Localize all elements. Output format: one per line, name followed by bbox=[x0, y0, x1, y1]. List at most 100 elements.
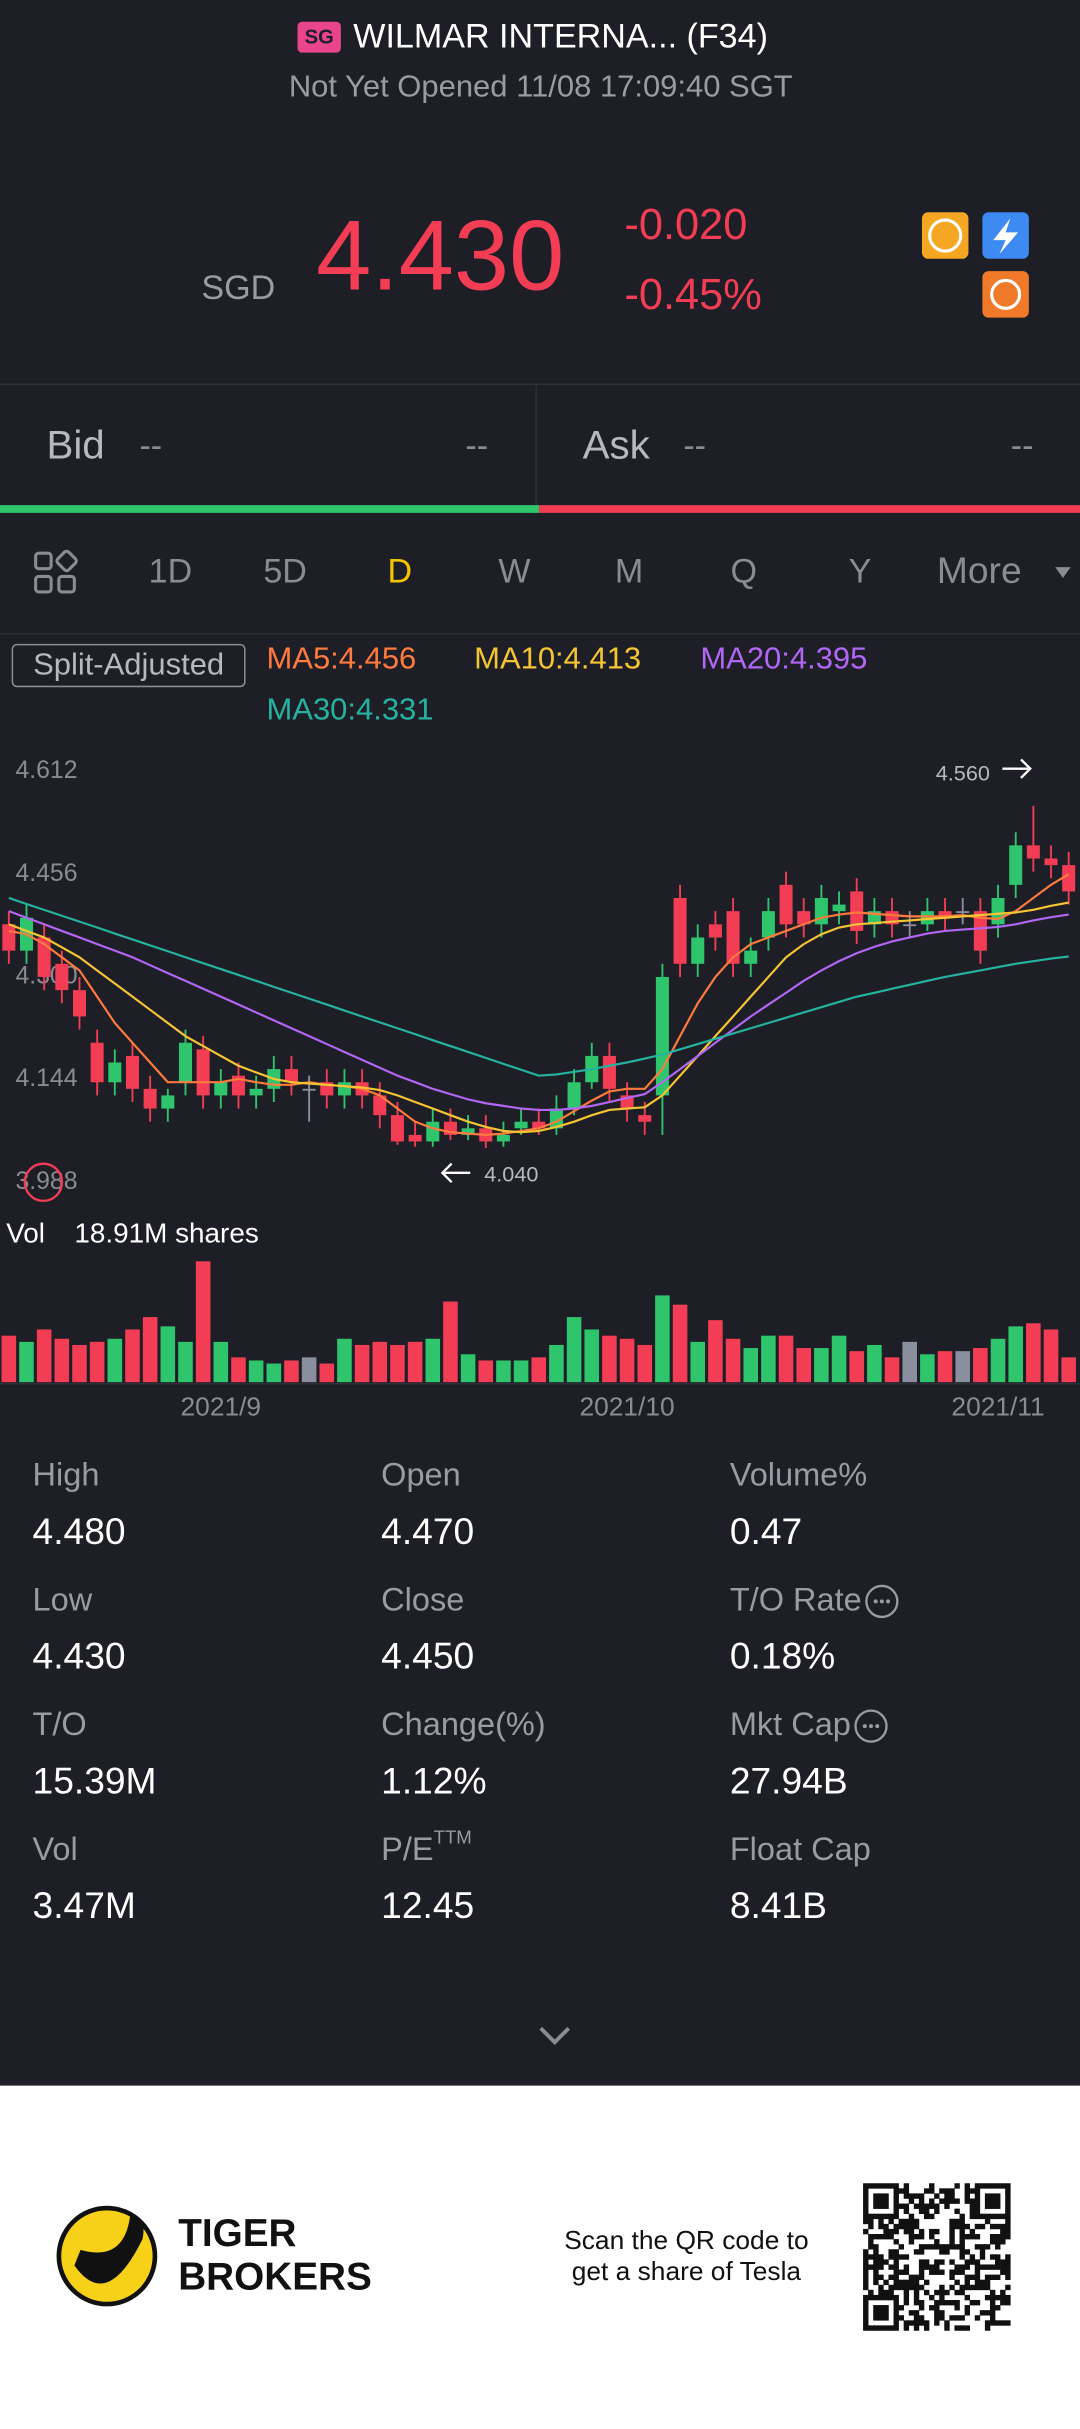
qr-module bbox=[1005, 2234, 1011, 2240]
period-tab[interactable]: 5D bbox=[263, 552, 307, 590]
qr-module bbox=[863, 2193, 869, 2199]
candle-body bbox=[178, 1042, 192, 1083]
qr-code bbox=[863, 2183, 1011, 2331]
qr-module bbox=[989, 2305, 996, 2311]
expand-chevron[interactable] bbox=[539, 2026, 571, 2045]
qr-module bbox=[873, 2254, 879, 2260]
qr-module bbox=[868, 2244, 874, 2250]
qr-module bbox=[918, 2274, 925, 2281]
chart-type-icon[interactable] bbox=[34, 549, 78, 594]
qr-module bbox=[893, 2239, 899, 2245]
qr-module bbox=[888, 2284, 894, 2291]
period-tab[interactable]: W bbox=[498, 552, 531, 590]
qr-module bbox=[995, 2259, 1001, 2265]
period-tab[interactable]: D bbox=[387, 552, 412, 590]
qr-module bbox=[883, 2305, 889, 2311]
period-tab[interactable]: More bbox=[937, 549, 1022, 591]
qr-module bbox=[863, 2213, 869, 2220]
qr-module bbox=[898, 2218, 904, 2225]
qr-module bbox=[908, 2239, 915, 2245]
qr-module bbox=[908, 2223, 915, 2230]
qr-module bbox=[918, 2305, 925, 2311]
candlestick-chart: MA5:4.456 MA10:4.413 MA20:4.395 MA30:4.331 4… bbox=[1, 640, 1076, 1421]
qr-module bbox=[908, 2193, 915, 2199]
qr-module bbox=[863, 2259, 869, 2265]
period-tab[interactable]: 1D bbox=[149, 552, 193, 590]
qr-module bbox=[878, 2183, 884, 2189]
promo-text: get a share of Tesla bbox=[572, 2256, 802, 2286]
adjust-button[interactable] bbox=[11, 643, 246, 688]
shariah-icon[interactable] bbox=[982, 271, 1029, 318]
qr-module bbox=[898, 2284, 904, 2291]
qr-module bbox=[1000, 2294, 1006, 2301]
qr-module bbox=[995, 2254, 1001, 2260]
qr-module bbox=[959, 2264, 965, 2270]
period-tab[interactable]: Y bbox=[849, 552, 872, 590]
qr-module bbox=[939, 2284, 945, 2291]
more-arrow[interactable] bbox=[1055, 567, 1071, 578]
qr-module bbox=[923, 2264, 930, 2270]
qr-module bbox=[873, 2310, 879, 2316]
qr-module bbox=[893, 2299, 899, 2306]
qr-module bbox=[873, 2325, 879, 2331]
qr-module bbox=[888, 2254, 894, 2260]
period-tab[interactable]: Q bbox=[731, 552, 758, 590]
qr-module bbox=[898, 2269, 904, 2275]
qr-module bbox=[984, 2294, 991, 2301]
qr-module bbox=[878, 2310, 884, 2316]
qr-module bbox=[929, 2188, 935, 2194]
candle-body bbox=[284, 1069, 298, 1083]
qr-module bbox=[873, 2193, 879, 2199]
qr-module bbox=[934, 2269, 940, 2275]
info-icon[interactable] bbox=[865, 1584, 899, 1619]
qr-module bbox=[908, 2228, 915, 2235]
qr-module bbox=[863, 2310, 869, 2316]
qr-module bbox=[918, 2249, 925, 2255]
qr-module bbox=[873, 2259, 879, 2265]
volume-text: 18.91M shares bbox=[74, 1217, 258, 1248]
qr-module bbox=[863, 2228, 869, 2235]
candle-body bbox=[938, 911, 952, 918]
volume-bar bbox=[743, 1348, 759, 1383]
background bbox=[0, 0, 1080, 2086]
qr-module bbox=[873, 2315, 879, 2321]
price-change: -0.020 bbox=[624, 201, 747, 249]
volume-bar bbox=[354, 1344, 370, 1383]
stat-label: Change(%) bbox=[381, 1706, 545, 1742]
qr-module bbox=[868, 2294, 874, 2301]
qr-module bbox=[873, 2269, 879, 2275]
qr-module bbox=[893, 2188, 899, 2194]
stat-label: T/O bbox=[33, 1706, 87, 1742]
qr-module bbox=[969, 2274, 976, 2281]
period-tab[interactable]: M bbox=[615, 552, 643, 590]
qr-module bbox=[878, 2234, 884, 2240]
stat-value: 4.470 bbox=[381, 1510, 474, 1552]
qr-module bbox=[888, 2249, 894, 2255]
qr-module bbox=[974, 2259, 981, 2265]
candle-body bbox=[850, 891, 864, 931]
qr-module bbox=[1005, 2294, 1011, 2301]
qr-module bbox=[878, 2294, 884, 2301]
qr-module bbox=[939, 2299, 945, 2306]
info-dot bbox=[875, 1724, 880, 1729]
info-icon[interactable] bbox=[854, 1709, 888, 1743]
qr-module bbox=[944, 2188, 950, 2194]
qr-module bbox=[903, 2223, 910, 2230]
qr-module bbox=[995, 2274, 1001, 2281]
qr-module bbox=[979, 2249, 986, 2255]
qr-module bbox=[863, 2208, 869, 2215]
stat-label: Low bbox=[33, 1581, 93, 1617]
qr-module bbox=[898, 2315, 904, 2321]
qr-module bbox=[918, 2299, 925, 2306]
qr-module bbox=[913, 2234, 920, 2240]
promo-text: Scan the QR code to bbox=[564, 2225, 808, 2255]
qr-module bbox=[893, 2198, 899, 2204]
qr-module bbox=[868, 2264, 874, 2270]
qr-module bbox=[995, 2198, 1001, 2204]
volume-bar bbox=[178, 1341, 193, 1383]
qr-module bbox=[964, 2249, 970, 2255]
qr-module bbox=[995, 2223, 1001, 2230]
event-marker[interactable] bbox=[23, 1162, 64, 1203]
candle-body bbox=[673, 897, 687, 964]
candle-body bbox=[638, 1115, 652, 1122]
